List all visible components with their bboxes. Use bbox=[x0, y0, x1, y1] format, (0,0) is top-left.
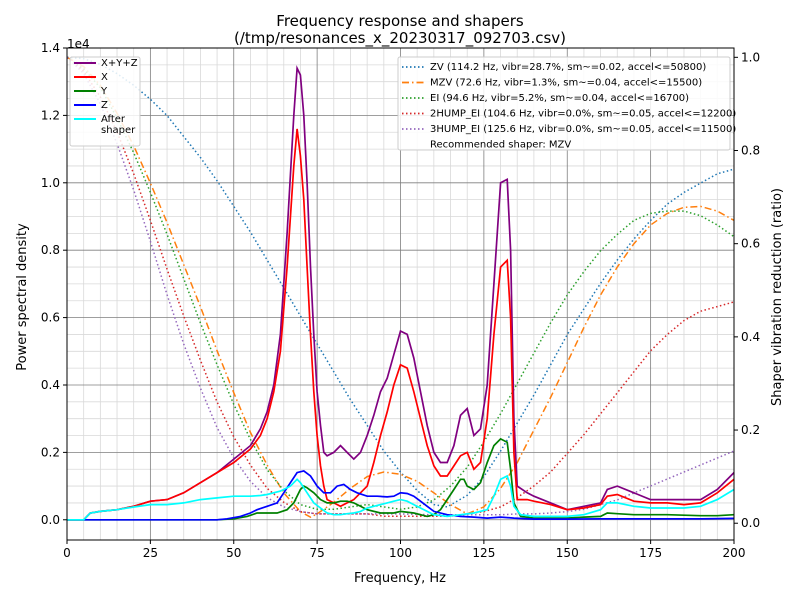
y-offset-label: 1e4 bbox=[67, 37, 90, 51]
psd-line-0 bbox=[67, 64, 735, 521]
shaper-line-1 bbox=[66, 56, 735, 519]
legend-psd-label: Y bbox=[100, 86, 108, 97]
legend-shaper-label: 2HUMP_EI (104.6 Hz, vibr=0.0%, sm~=0.05,… bbox=[430, 109, 736, 120]
recommended-shaper-text: Recommended shaper: MZV bbox=[430, 140, 571, 151]
y-tick-label: 0.8 bbox=[41, 243, 60, 257]
legend-shaper-label: EI (94.6 Hz, vibr=5.2%, sm~=0.04, accel<… bbox=[430, 93, 689, 104]
y-tick-label: 1.2 bbox=[41, 108, 60, 122]
psd-line-4 bbox=[67, 474, 735, 521]
x-tick-label: 175 bbox=[639, 546, 662, 560]
ticks: 0 25 50 75 100 125 150 175 200 0.0 0.2 0.4 0.6 0.8 1.0… bbox=[41, 41, 760, 560]
y2-tick-label: 0.0 bbox=[741, 516, 760, 530]
chart-subtitle: (/tmp/resonances_x_20230317_092703.csv) bbox=[234, 29, 566, 48]
series-layer bbox=[66, 56, 735, 521]
y-tick-label: 0.2 bbox=[41, 445, 60, 459]
y-tick-label: 0.0 bbox=[41, 513, 60, 527]
x-tick-label: 150 bbox=[556, 546, 579, 560]
psd-line-3 bbox=[67, 469, 735, 521]
y-axis-label: Power spectral density bbox=[15, 223, 30, 371]
shaper-line-3 bbox=[66, 56, 735, 517]
legend-psd-label: Z bbox=[101, 100, 108, 111]
x-tick-label: 100 bbox=[389, 546, 412, 560]
y-tick-label: 1.0 bbox=[41, 176, 60, 190]
legend-shaper-box bbox=[397, 56, 731, 151]
x-tick-label: 25 bbox=[143, 546, 158, 560]
y2-tick-label: 1.0 bbox=[741, 50, 760, 64]
chart-title: Frequency response and shapers bbox=[276, 12, 524, 30]
y2-tick-label: 0.2 bbox=[741, 423, 760, 437]
legend-shaper-label: ZV (114.2 Hz, vibr=28.7%, sm~=0.02, acce… bbox=[430, 62, 706, 73]
legend-psd-label: X+Y+Z bbox=[101, 58, 138, 69]
legend-psd-label: After shaper bbox=[101, 114, 136, 136]
legend-shaper-label: 3HUMP_EI (125.6 Hz, vibr=0.0%, sm~=0.05,… bbox=[430, 124, 736, 135]
y2-axis-label: Shaper vibration reduction (ratio) bbox=[770, 188, 785, 406]
x-axis-label: Frequency, Hz bbox=[354, 571, 446, 586]
y-tick-label: 0.6 bbox=[41, 311, 60, 325]
y2-tick-label: 0.4 bbox=[741, 330, 760, 344]
legend-psd-box bbox=[69, 56, 141, 147]
shaper-line-2 bbox=[66, 56, 735, 511]
x-tick-label: 200 bbox=[723, 546, 746, 560]
psd-line-1 bbox=[67, 128, 735, 521]
y-tick-label: 1.4 bbox=[41, 41, 60, 55]
y2-tick-label: 0.6 bbox=[741, 237, 760, 251]
legend-shaper-label: MZV (72.6 Hz, vibr=1.3%, sm~=0.04, accel… bbox=[430, 78, 702, 89]
legend-psd-label: X bbox=[101, 72, 108, 83]
legend-shapers: ZV (114.2 Hz, vibr=28.7%, sm~=0.02, acce… bbox=[397, 56, 736, 151]
legend-psd: X+Y+Z XYZ After shaper bbox=[69, 56, 141, 147]
x-tick-label: 0 bbox=[63, 546, 71, 560]
x-tick-label: 75 bbox=[309, 546, 324, 560]
y2-tick-label: 0.8 bbox=[741, 144, 760, 158]
shaper-line-4 bbox=[66, 56, 735, 516]
x-tick-label: 125 bbox=[472, 546, 495, 560]
x-tick-label: 50 bbox=[226, 546, 241, 560]
y-tick-label: 0.4 bbox=[41, 378, 60, 392]
shaper-line-0 bbox=[66, 56, 735, 508]
